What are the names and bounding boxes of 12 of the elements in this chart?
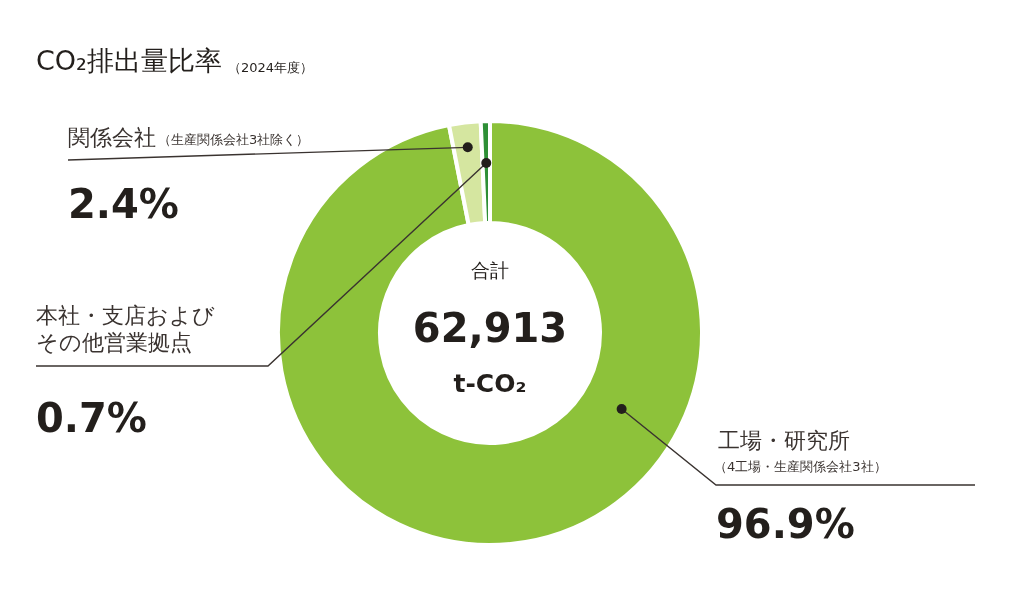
text: （生産関係会社3社除く） <box>158 132 310 147</box>
data-label: 2.4% <box>68 181 179 227</box>
text: （4工場・生産関係会社3社） <box>714 459 887 474</box>
text: t-CO₂ <box>453 369 527 398</box>
slice-label: 工場・研究所 <box>718 428 850 453</box>
data-label: 96.9% <box>716 501 855 547</box>
text: 合計 <box>471 259 509 281</box>
chart-title: CO₂排出量比率 <box>36 45 222 76</box>
slice-label: 関係会社 <box>68 125 156 150</box>
chart-subtitle: （2024年度） <box>227 60 314 75</box>
data-label: 0.7% <box>36 395 147 441</box>
text: 62,913 <box>412 305 568 351</box>
